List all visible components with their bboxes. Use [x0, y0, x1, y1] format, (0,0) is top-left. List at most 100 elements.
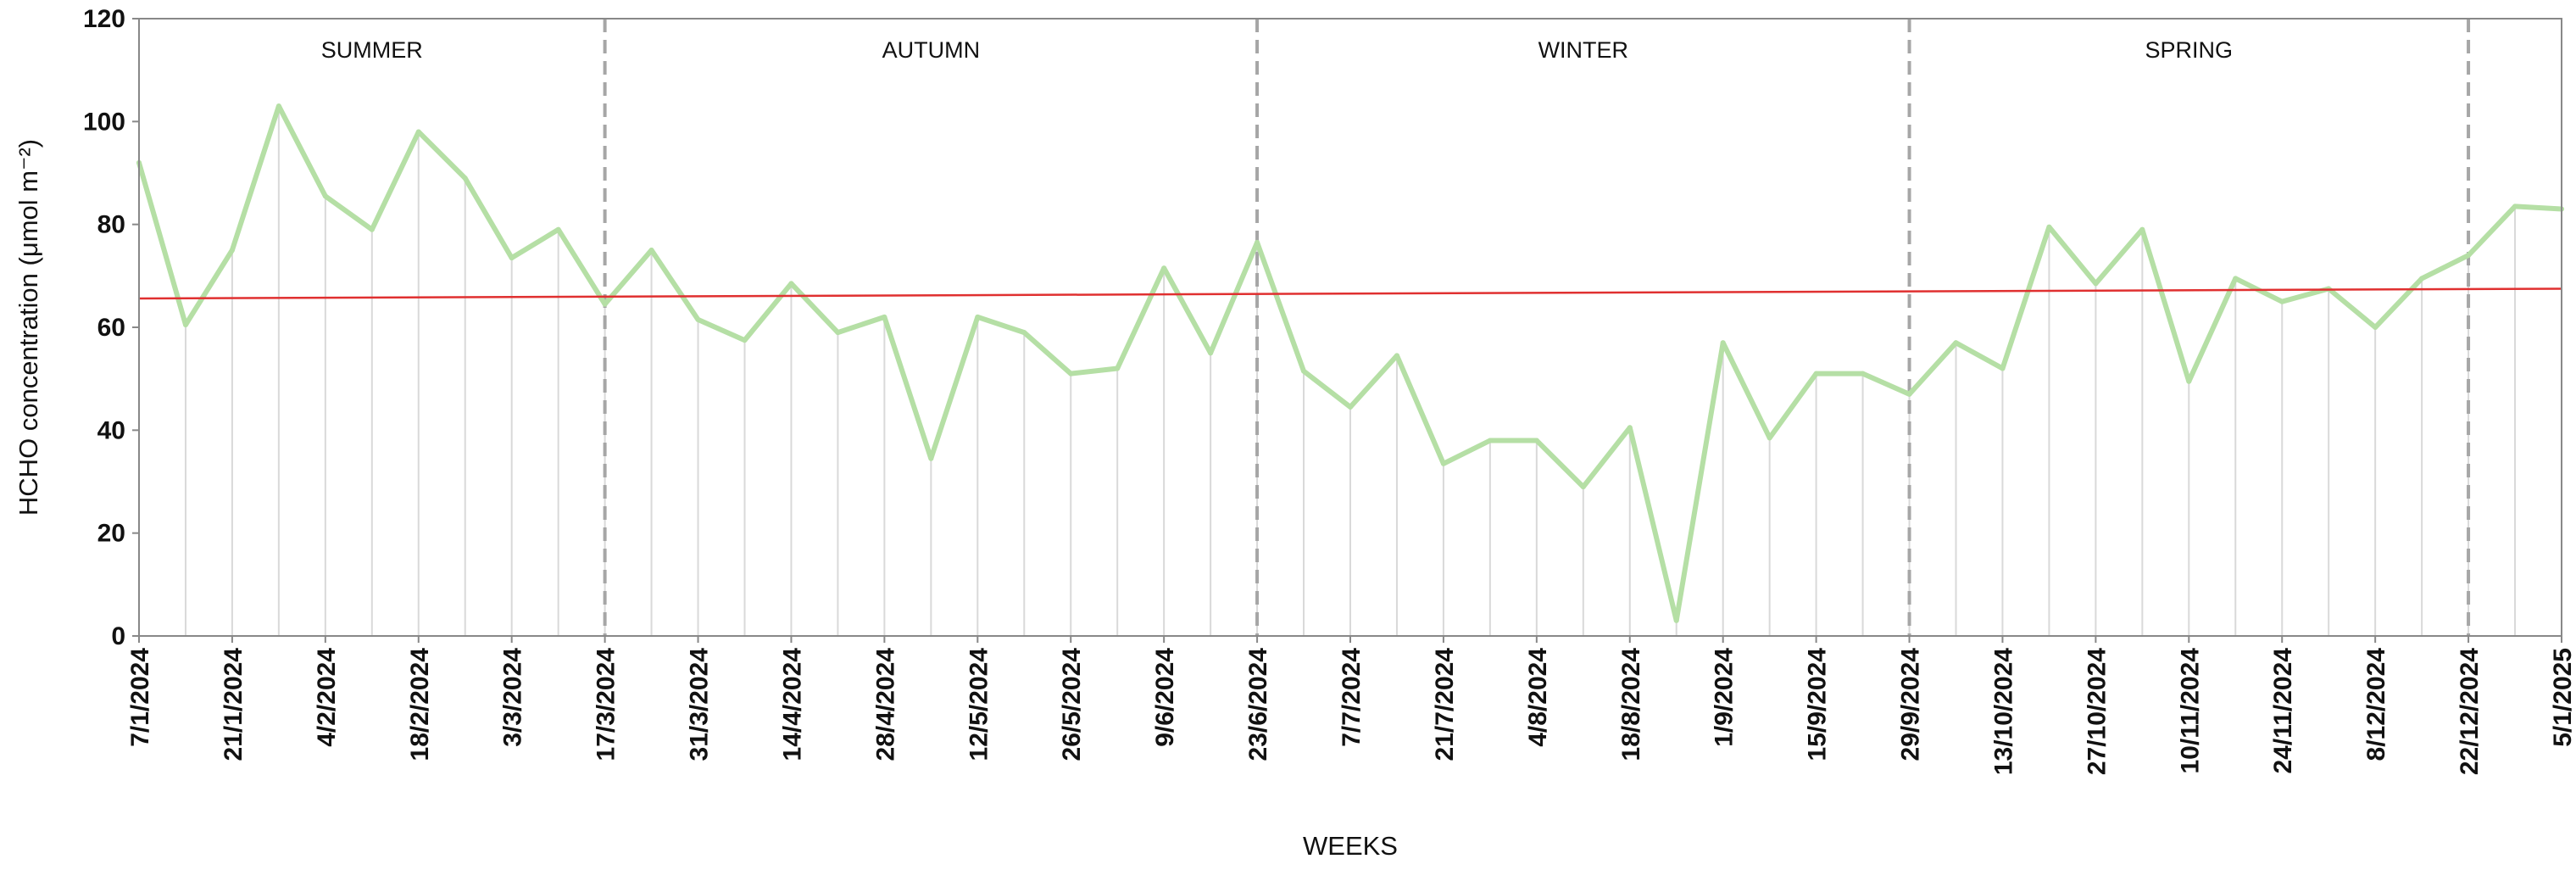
data-point [1533, 438, 1539, 443]
data-point [2419, 276, 2425, 282]
data-point [1487, 438, 1493, 443]
data-point [2139, 226, 2145, 232]
data-point [1906, 391, 1912, 397]
data-point [2279, 298, 2285, 304]
data-point [1348, 404, 1353, 410]
data-point [1301, 368, 1307, 374]
y-axis-title: HCHO concentration (μmol m⁻²) [14, 139, 43, 516]
data-point [229, 248, 235, 253]
data-point [1161, 265, 1167, 271]
season-label: WINTER [1538, 37, 1628, 63]
x-tick-label: 4/8/2024 [1524, 648, 1552, 747]
data-point [1673, 617, 1679, 623]
data-point [2000, 365, 2006, 371]
data-point [1394, 353, 1399, 359]
x-tick-label: 3/3/2024 [499, 648, 527, 747]
x-tick-label: 4/2/2024 [313, 648, 341, 747]
drop-lines-group [138, 106, 2562, 636]
x-tick-label: 18/8/2024 [1617, 648, 1645, 761]
x-tick-label: 15/9/2024 [1804, 648, 1832, 761]
x-tick-label: 7/7/2024 [1338, 648, 1366, 747]
data-point [1115, 365, 1121, 371]
x-tick-label: 28/4/2024 [871, 648, 899, 761]
x-tick-label: 24/11/2024 [2269, 648, 2297, 774]
y-tick-label: 40 [97, 416, 125, 444]
data-point [1021, 330, 1027, 336]
x-tick-label: 22/12/2024 [2456, 648, 2484, 775]
data-point [1627, 425, 1633, 431]
x-tick-label: 18/2/2024 [406, 648, 434, 761]
season-label: AUTUMN [882, 37, 981, 63]
y-tick-label: 20 [97, 520, 125, 548]
data-point [1068, 371, 1074, 376]
x-tick-label: 5/1/2025 [2549, 648, 2576, 747]
x-tick-label: 13/10/2024 [1989, 648, 2017, 775]
x-tick-label: 21/7/2024 [1431, 648, 1459, 761]
data-point [415, 129, 421, 135]
data-point [975, 314, 981, 320]
data-point [1860, 371, 1866, 376]
y-axis-ticks: 0 20 40 60 80 100 120 [83, 5, 139, 650]
data-point [695, 316, 701, 322]
trend-line [138, 287, 2562, 300]
data-point [1440, 460, 1446, 466]
series-group [136, 103, 2564, 623]
data-point [1766, 435, 1772, 441]
data-point [742, 337, 748, 343]
data-point [835, 330, 841, 336]
data-point [462, 176, 468, 181]
x-tick-label: 21/1/2024 [220, 648, 248, 761]
data-point [602, 301, 608, 307]
data-point [648, 248, 654, 253]
data-point [1255, 239, 1260, 245]
data-point [2466, 253, 2472, 259]
x-tick-label: 29/9/2024 [1897, 648, 1925, 761]
data-point [322, 193, 328, 199]
data-point [555, 226, 561, 232]
trendline-group [138, 287, 2562, 300]
x-tick-label: 14/4/2024 [778, 648, 806, 761]
x-tick-label: 8/12/2024 [2362, 648, 2390, 761]
data-point [2373, 325, 2378, 330]
data-point [2233, 276, 2239, 282]
data-point [275, 103, 281, 109]
season-labels-group: SUMMER AUTUMN WINTER SPRING [321, 37, 2233, 63]
y-tick-label: 0 [111, 622, 125, 650]
x-tick-label: 1/9/2024 [1711, 648, 1739, 747]
x-tick-label: 9/6/2024 [1151, 648, 1179, 747]
data-point [509, 255, 515, 261]
x-tick-label: 17/3/2024 [593, 648, 620, 761]
data-point [2512, 204, 2518, 209]
data-point [1720, 340, 1726, 346]
data-point [369, 226, 375, 232]
data-point [1208, 350, 1214, 356]
data-point [182, 321, 188, 327]
data-point [2093, 281, 2099, 287]
x-tick-label: 27/10/2024 [2083, 648, 2111, 775]
season-dividers-group [603, 19, 2471, 636]
x-tick-label: 7/1/2024 [126, 648, 154, 747]
data-point [2186, 378, 2192, 384]
x-tick-label: 10/11/2024 [2176, 648, 2204, 774]
data-point [788, 281, 794, 287]
x-tick-label: 12/5/2024 [965, 648, 993, 761]
data-point [928, 455, 934, 461]
season-label: SUMMER [321, 37, 423, 63]
x-tick-label: 26/5/2024 [1058, 648, 1086, 761]
y-tick-label: 100 [83, 108, 125, 136]
x-axis-ticks: 7/1/2024 21/1/2024 4/2/2024 18/2/2024 3/3/20… [126, 636, 2576, 775]
data-point [1953, 340, 1959, 346]
season-label: SPRING [2145, 37, 2234, 63]
x-tick-label: 23/6/2024 [1244, 648, 1272, 761]
y-tick-label: 80 [97, 211, 125, 239]
y-tick-label: 120 [83, 5, 125, 33]
data-point [882, 314, 887, 320]
x-axis-title: WEEKS [1303, 831, 1398, 861]
data-point [1813, 371, 1819, 376]
data-point [1580, 484, 1586, 490]
data-point [2046, 224, 2052, 230]
x-tick-label: 31/3/2024 [686, 648, 714, 761]
y-tick-label: 60 [97, 314, 125, 342]
